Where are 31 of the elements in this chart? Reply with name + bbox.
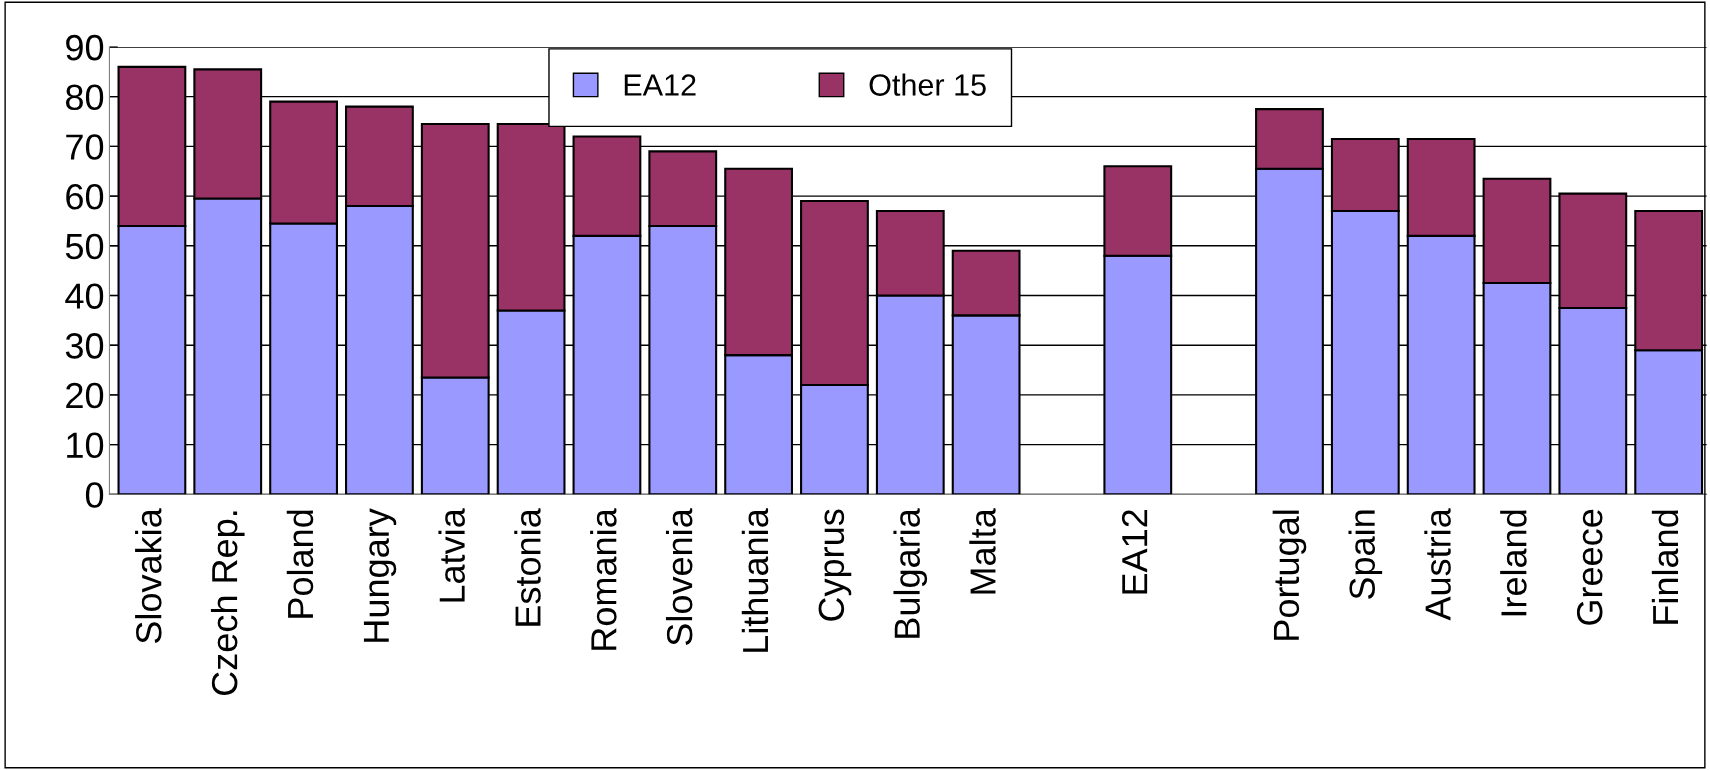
y-tick-label: 30	[65, 333, 104, 359]
y-tick-label: 50	[65, 233, 104, 260]
y-tick-label: 0	[85, 482, 104, 508]
x-tick-label: Slovenia	[665, 508, 693, 646]
legend-label: EA12	[624, 74, 696, 96]
x-tick-label: Hungary	[363, 508, 397, 642]
x-tick-label: Czech Rep.	[210, 511, 245, 696]
y-tick-label: 70	[66, 134, 104, 160]
y-tick-label: 90	[66, 34, 104, 61]
x-tick-label: Austria	[1424, 508, 1451, 621]
y-tick-label: 80	[65, 84, 104, 111]
x-tick-label: Bulgaria	[893, 508, 928, 638]
x-tick-label: Greece	[1576, 509, 1603, 625]
y-tick-label: 10	[67, 432, 104, 459]
x-tick-label: Spain	[1348, 510, 1383, 599]
x-tick-label: Latvia	[438, 508, 465, 602]
x-tick-label: Estonia	[514, 508, 541, 626]
y-tick-label: 20	[66, 382, 104, 409]
x-tick-label: Cyprus	[818, 509, 852, 621]
x-tick-label: Lithuania	[741, 508, 769, 652]
x-tick-label: EA12	[1121, 510, 1148, 594]
x-tick-label: Romania	[590, 508, 617, 650]
x-tick-label: Finland	[1651, 510, 1679, 624]
x-tick-label: Portugal	[1272, 510, 1307, 640]
x-tick-label: Slovakia	[135, 508, 162, 644]
x-tick-label: Malta	[969, 508, 996, 594]
y-tick-label: 40	[65, 283, 104, 309]
y-tick-label: 60	[66, 183, 104, 210]
x-tick-label: Ireland	[1500, 510, 1527, 616]
x-tick-label: Poland	[286, 510, 314, 618]
legend-label: Other 15	[869, 73, 986, 96]
